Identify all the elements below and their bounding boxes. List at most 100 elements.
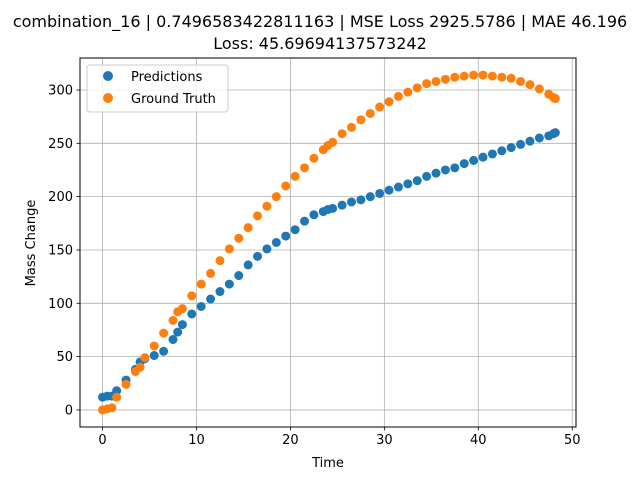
- predictions-point: [375, 188, 385, 198]
- predictions-point: [271, 238, 281, 247]
- ground-truth-point: [346, 122, 356, 132]
- chart-title-line2: Loss: 45.69694137573242: [213, 34, 427, 53]
- ground-truth-point: [469, 70, 479, 80]
- ground-truth-point: [393, 91, 403, 101]
- predictions-point: [300, 216, 310, 226]
- ground-truth-point: [135, 362, 145, 372]
- predictions-point: [173, 327, 183, 337]
- predictions-point: [168, 335, 178, 345]
- ground-truth-point: [281, 181, 291, 191]
- ground-truth-point: [497, 72, 507, 82]
- predictions-point: [328, 203, 338, 213]
- ground-truth-point: [290, 171, 300, 181]
- predictions-point: [187, 309, 197, 319]
- ground-truth-point: [440, 74, 450, 84]
- predictions-point: [403, 179, 413, 189]
- predictions-point: [356, 195, 366, 205]
- ground-truth-point: [328, 137, 338, 147]
- predictions-point: [281, 231, 291, 241]
- data-points: [98, 70, 560, 415]
- legend-box: [86, 64, 229, 113]
- predictions-point: [393, 182, 403, 192]
- predictions-point: [215, 287, 225, 297]
- predictions-point: [497, 146, 507, 156]
- ground-truth-point: [196, 279, 206, 289]
- legend-marker-ground-truth: [103, 93, 113, 103]
- predictions-point: [431, 168, 441, 178]
- y-tick-label: 150: [48, 243, 73, 258]
- predictions-point: [159, 346, 169, 356]
- predictions-point: [459, 159, 469, 169]
- x-tick-label: 0: [98, 433, 106, 448]
- ground-truth-point: [177, 304, 187, 314]
- predictions-point: [337, 200, 347, 210]
- ground-truth-point: [300, 163, 310, 173]
- predictions-point: [224, 279, 234, 289]
- ground-truth-point: [234, 233, 244, 243]
- ground-truth-point: [431, 76, 441, 86]
- predictions-point: [506, 143, 516, 153]
- ground-truth-point: [121, 379, 131, 389]
- ground-truth-point: [422, 79, 432, 89]
- ground-truth-point: [187, 291, 197, 301]
- ground-truth-point: [253, 211, 263, 221]
- ground-truth-point: [478, 70, 488, 80]
- ground-truth-point: [215, 256, 225, 266]
- predictions-point: [346, 197, 356, 207]
- ground-truth-point: [412, 83, 422, 93]
- predictions-point: [534, 133, 544, 143]
- predictions-point: [478, 152, 488, 162]
- grid: [80, 58, 576, 427]
- predictions-point: [234, 271, 244, 281]
- ground-truth-point: [365, 108, 375, 118]
- predictions-point: [253, 251, 263, 261]
- x-tick-label: 40: [470, 433, 487, 448]
- predictions-point: [422, 171, 432, 181]
- ground-truth-point: [112, 392, 122, 402]
- ground-truth-point: [487, 71, 497, 81]
- y-tick-label: 100: [48, 297, 73, 312]
- ground-truth-point: [224, 244, 234, 254]
- ground-truth-point: [271, 192, 281, 202]
- predictions-point: [365, 192, 375, 202]
- legend-label-predictions: Predictions: [131, 70, 203, 85]
- ground-truth-point: [159, 328, 169, 338]
- predictions-point: [384, 185, 394, 195]
- ground-truth-point: [384, 97, 394, 107]
- predictions-point: [206, 294, 216, 304]
- predictions-point: [149, 351, 159, 361]
- ground-truth-point: [309, 153, 319, 163]
- ground-truth-point: [403, 87, 413, 97]
- ground-truth-point: [149, 341, 159, 351]
- x-tick-label: 10: [188, 433, 205, 448]
- ground-truth-point: [168, 315, 178, 325]
- ground-truth-point: [206, 268, 216, 278]
- x-tick-label: 50: [564, 433, 581, 448]
- predictions-point: [412, 176, 422, 186]
- ground-truth-point: [262, 201, 272, 211]
- predictions-point: [177, 320, 187, 330]
- predictions-point: [487, 149, 497, 159]
- ground-truth-point: [140, 353, 150, 363]
- ground-truth-point: [243, 223, 253, 233]
- chart-title-line1: combination_16 | 0.7496583422811163 | MS…: [13, 12, 627, 32]
- predictions-point: [290, 225, 300, 235]
- x-axis-label: Time: [311, 456, 344, 471]
- predictions-point: [450, 163, 460, 173]
- x-tick-label: 20: [282, 433, 299, 448]
- predictions-point: [112, 386, 122, 396]
- y-tick-label: 50: [56, 350, 73, 365]
- predictions-point: [440, 165, 450, 175]
- y-tick-label: 200: [48, 190, 73, 205]
- y-tick-label: 300: [48, 83, 73, 98]
- predictions-point: [243, 260, 253, 270]
- ground-truth-point: [356, 115, 366, 125]
- legend-marker-predictions: [103, 71, 113, 81]
- legend-label-ground-truth: Ground Truth: [131, 92, 216, 107]
- ground-truth-point: [337, 129, 347, 139]
- ground-truth-point: [516, 76, 526, 86]
- y-axis-label: Mass Change: [24, 200, 39, 287]
- predictions-point: [516, 139, 526, 149]
- predictions-point: [469, 155, 479, 165]
